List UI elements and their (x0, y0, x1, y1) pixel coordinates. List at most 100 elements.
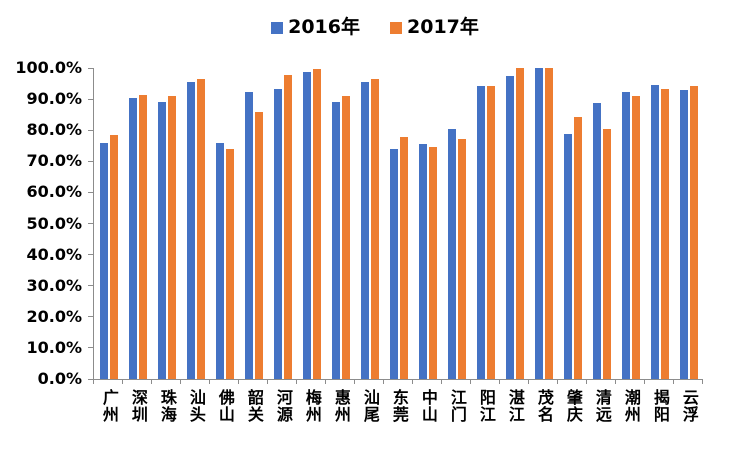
x-axis-label-text: 揭阳 (650, 389, 670, 423)
x-axis-label: 汕尾 (355, 389, 384, 449)
legend-swatch-2016 (271, 21, 284, 34)
y-axis-label: 50.0% (26, 213, 82, 233)
bar-2016年-深圳 (128, 98, 137, 379)
x-tick (702, 379, 703, 384)
bar-2017年-惠州 (341, 96, 350, 379)
x-axis-label-text: 广州 (99, 389, 119, 423)
bar-2017年-东莞 (399, 137, 408, 379)
bar-group (152, 68, 181, 379)
bar-2016年-佛山 (215, 143, 224, 379)
bar-2017年-珠海 (167, 96, 176, 379)
x-tick (122, 379, 123, 384)
x-axis-label: 惠州 (326, 389, 355, 449)
bar-2016年-茂名 (534, 68, 543, 379)
bar-group (355, 68, 384, 379)
x-axis-label-text: 惠州 (331, 389, 351, 423)
y-tick (88, 223, 93, 224)
bar-2017年-揭阳 (660, 89, 669, 379)
y-axis-label: 10.0% (26, 337, 82, 357)
x-tick (267, 379, 268, 384)
bar-2016年-广州 (99, 143, 108, 379)
bar-group (587, 68, 616, 379)
bar-group (181, 68, 210, 379)
bar-2016年-东莞 (389, 149, 398, 379)
legend-label-2016: 2016年 (288, 16, 360, 38)
bar-2016年-惠州 (331, 102, 340, 379)
x-axis-label-text: 深圳 (128, 389, 148, 423)
y-tick (88, 191, 93, 193)
x-axis-label-text: 潮州 (621, 389, 641, 423)
bar-2016年-珠海 (157, 102, 166, 379)
bar-group (239, 68, 268, 379)
x-tick (499, 379, 500, 384)
bar-2017年-潮州 (631, 96, 640, 379)
bar-group (471, 68, 500, 379)
x-tick (180, 379, 181, 384)
y-tick (88, 129, 93, 131)
x-axis-label: 茂名 (529, 389, 558, 449)
bar-2016年-江门 (447, 129, 456, 379)
y-axis-label: 20.0% (26, 306, 82, 326)
bar-2017年-中山 (428, 147, 437, 379)
x-tick (644, 379, 645, 384)
x-axis-label: 江门 (442, 389, 471, 449)
x-axis-label: 佛山 (210, 389, 239, 449)
bar-group (616, 68, 645, 379)
x-axis-label-text: 茂名 (534, 389, 554, 423)
x-tick (93, 379, 94, 384)
legend: 2016年 2017年 (0, 18, 750, 37)
bar-2016年-云浮 (679, 90, 688, 379)
x-axis-label-text: 汕尾 (360, 389, 380, 423)
legend-swatch-2017 (390, 21, 402, 34)
bar-2016年-揭阳 (650, 85, 659, 379)
y-axis-label: 0.0% (37, 369, 82, 388)
x-axis-label: 肇庆 (558, 389, 587, 449)
bar-2017年-清远 (602, 129, 611, 379)
x-tick (412, 379, 413, 384)
x-axis-label-text: 清远 (592, 389, 612, 423)
bar-2017年-汕头 (196, 79, 205, 379)
bar-group (94, 68, 123, 379)
x-axis-label: 梅州 (297, 389, 326, 449)
x-tick (296, 379, 297, 384)
y-axis-label: 90.0% (26, 89, 82, 109)
bar-2017年-江门 (457, 139, 466, 379)
y-tick (88, 98, 93, 100)
x-axis-label-text: 河源 (273, 389, 293, 423)
y-axis-line (93, 68, 94, 379)
x-axis-label: 云浮 (674, 389, 703, 449)
x-axis-label: 汕头 (181, 389, 210, 449)
bar-2016年-汕尾 (360, 82, 369, 379)
bar-2016年-梅州 (302, 72, 311, 379)
x-tick (354, 379, 355, 384)
bar-group (645, 68, 674, 379)
bar-2016年-河源 (273, 89, 282, 379)
x-axis-label-text: 中山 (418, 389, 438, 423)
x-axis-label: 清远 (587, 389, 616, 449)
x-tick (557, 379, 558, 384)
legend-item-2016: 2016年 (271, 18, 360, 37)
x-tick (441, 379, 442, 384)
bar-2016年-韶关 (244, 92, 253, 379)
x-tick (383, 379, 384, 384)
x-axis-label: 湛江 (500, 389, 529, 449)
bar-2017年-河源 (283, 75, 292, 379)
x-axis-label-text: 佛山 (215, 389, 235, 423)
bar-2017年-佛山 (225, 149, 234, 379)
bar-2017年-汕尾 (370, 79, 379, 379)
x-tick (528, 379, 529, 384)
x-axis-label: 阳江 (471, 389, 500, 449)
legend-item-2017: 2017年 (390, 18, 479, 37)
x-axis-label-text: 江门 (447, 389, 467, 423)
bar-2017年-肇庆 (573, 117, 582, 379)
bar-2017年-阳江 (486, 86, 495, 379)
bar-group (384, 68, 413, 379)
y-tick (88, 160, 93, 162)
bar-group (558, 68, 587, 379)
y-tick (88, 316, 93, 318)
x-axis-label-text: 湛江 (505, 389, 525, 423)
bar-2017年-湛江 (515, 68, 524, 379)
x-axis-label: 深圳 (123, 389, 152, 449)
bar-2017年-梅州 (312, 69, 321, 379)
